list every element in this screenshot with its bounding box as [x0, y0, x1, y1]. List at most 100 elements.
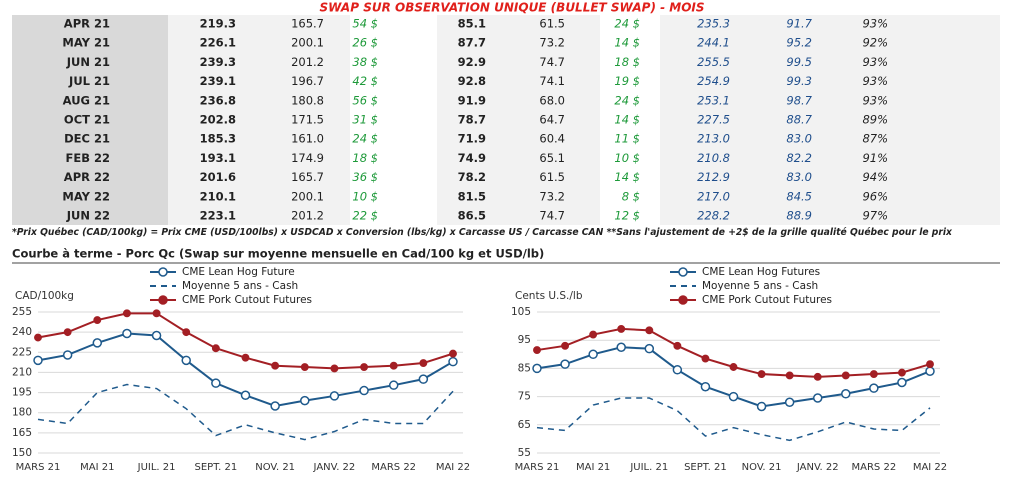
table-cell: JUL 21: [68, 74, 110, 88]
y-tick-label: 210: [12, 366, 32, 378]
table-cell: 18 $: [352, 151, 378, 165]
table-cell: 89%: [862, 113, 888, 127]
table-cell: 14 $: [614, 113, 640, 127]
data-point: [93, 316, 102, 325]
x-tick-label: NOV. 21: [255, 462, 295, 473]
table-cell: 210.1: [200, 189, 236, 203]
table-cell: 165.7: [291, 170, 324, 184]
table-cell: 74.7: [539, 209, 565, 223]
table-cell: AUG 21: [63, 93, 110, 107]
table-cell: 26 $: [352, 36, 378, 50]
legend-label: Moyenne 5 ans - Cash: [182, 280, 298, 292]
table-cell: 213.0: [697, 132, 730, 146]
data-point: [151, 330, 162, 341]
table-cell: 93%: [862, 17, 888, 31]
table-cell: 81.5: [458, 189, 486, 203]
table-cell: 174.9: [291, 151, 324, 165]
x-tick-label: JUIL. 21: [629, 462, 668, 473]
data-point: [897, 368, 906, 377]
table-cell: 14 $: [614, 170, 640, 184]
table-cell: 8 $: [622, 189, 640, 203]
data-point: [271, 361, 280, 370]
table-cell: 239.1: [200, 74, 236, 88]
table-cell: JUN 21: [66, 55, 110, 69]
data-point: [897, 377, 907, 388]
table-cell: 71.9: [458, 132, 486, 146]
data-point: [449, 349, 457, 358]
table-cell: 98.7: [786, 93, 812, 107]
table-cell: 219.3: [200, 17, 236, 31]
table-cell: 42 $: [352, 74, 378, 88]
y-tick-label: 225: [12, 346, 32, 358]
table-cell: APR 22: [64, 170, 110, 184]
table-cell: 12 $: [614, 209, 640, 223]
data-point: [152, 309, 161, 318]
x-tick-label: MARS 21: [515, 462, 560, 473]
y-tick-label: 55: [518, 447, 531, 459]
data-point: [33, 355, 43, 366]
y-tick-label: 240: [12, 326, 32, 338]
table-cell: 201.2: [291, 55, 324, 69]
x-tick-label: MARS 21: [16, 462, 61, 473]
data-point: [418, 374, 429, 384]
table-cell: 61.5: [539, 170, 565, 184]
table-cell: 18 $: [614, 55, 640, 69]
data-point: [241, 353, 250, 362]
table-cell: 78.7: [458, 113, 486, 127]
data-point: [645, 326, 654, 335]
data-point: [926, 360, 934, 369]
table-cell: 180.8: [291, 93, 324, 107]
x-tick-label: NOV. 21: [742, 462, 782, 473]
data-point: [532, 363, 542, 374]
table-cell: 93%: [862, 74, 888, 88]
table-cell: 73.2: [539, 36, 565, 50]
legend-label: Moyenne 5 ans - Cash: [702, 280, 818, 292]
table-cell: 196.7: [291, 74, 324, 88]
data-point: [925, 366, 935, 376]
legend-label: CME Lean Hog Futures: [702, 266, 820, 278]
series-line: [536, 397, 931, 442]
table-cell: 244.1: [697, 36, 730, 50]
table-cell: 185.3: [200, 132, 236, 146]
table-cell: 228.2: [697, 209, 730, 223]
table-cell: 36 $: [352, 170, 378, 184]
data-point: [728, 391, 739, 402]
table-cell: 202.8: [200, 113, 236, 127]
table-cell: 212.9: [697, 170, 730, 184]
data-point: [533, 346, 541, 355]
x-tick-label: MARS 22: [852, 462, 897, 473]
table-cell: JUN 22: [66, 209, 110, 223]
data-point: [329, 391, 340, 401]
table-cell: 235.3: [697, 17, 730, 31]
table-cell: 223.1: [200, 209, 236, 223]
data-point: [62, 350, 73, 360]
data-point: [270, 401, 280, 411]
data-point: [34, 333, 42, 342]
x-tick-label: MARS 22: [371, 462, 416, 473]
table-cell: 236.8: [200, 93, 236, 107]
table-cell: 87.7: [458, 36, 486, 50]
data-point: [388, 380, 399, 390]
table-cell: 64.7: [539, 113, 565, 127]
table-cell: 227.5: [697, 113, 730, 127]
table-cell: 91.7: [786, 17, 812, 31]
table-cell: 24 $: [614, 93, 640, 107]
data-point: [701, 354, 710, 363]
table-cell: 91%: [862, 151, 888, 165]
data-point: [359, 385, 369, 396]
table-cell: 88.7: [786, 113, 812, 127]
table-cell: 86.5: [458, 209, 486, 223]
data-point: [869, 383, 879, 393]
legend-marker: [158, 267, 168, 277]
table-cell: 22 $: [352, 209, 378, 223]
note: *Prix Québec (CAD/100kg) = Prix CME (USD…: [12, 226, 952, 238]
table-cell: 61.5: [539, 17, 565, 31]
x-tick-label: MAI 21: [576, 462, 610, 473]
data-point: [616, 342, 626, 352]
data-point: [672, 365, 683, 375]
table-cell: DEC 21: [64, 132, 110, 146]
table-cell: 31 $: [352, 113, 378, 127]
table-cell: 93%: [862, 93, 888, 107]
table-cell: 201.2: [291, 209, 324, 223]
table-cell: FEB 22: [66, 151, 110, 165]
